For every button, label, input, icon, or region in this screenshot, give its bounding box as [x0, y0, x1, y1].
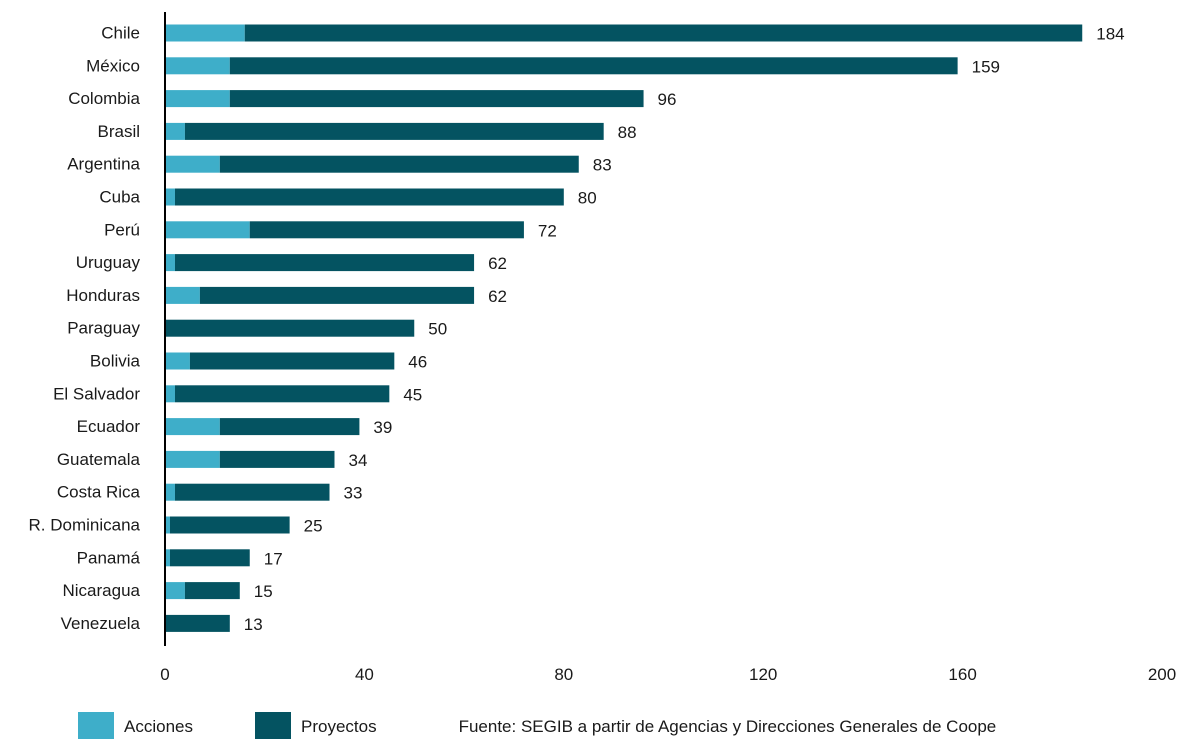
category-label-honduras: Honduras: [66, 286, 140, 305]
value-label-costa-rica: 33: [344, 484, 363, 503]
bar-acciones-colombia: [165, 90, 230, 108]
legend-swatch-proyectos: [254, 712, 291, 739]
x-tick-label-160: 160: [948, 665, 976, 684]
bar-acciones-nicaragua: [165, 582, 185, 600]
bar-acciones-el-salvador: [165, 385, 175, 403]
legend-label-acciones: Acciones: [124, 717, 193, 736]
bar-proyectos-panama: [169, 549, 250, 567]
bar-proyectos-brasil: [184, 122, 604, 140]
category-label-colombia: Colombia: [68, 89, 140, 108]
value-label-uruguay: 62: [488, 254, 507, 273]
bar-acciones-uruguay: [165, 254, 175, 272]
x-tick-label-80: 80: [554, 665, 573, 684]
value-label-cuba: 80: [578, 189, 597, 208]
bar-proyectos-venezuela: [165, 614, 230, 632]
value-label-mexico: 159: [972, 57, 1000, 76]
category-label-cuba: Cuba: [99, 188, 140, 207]
category-label-nicaragua: Nicaragua: [63, 581, 141, 600]
bar-acciones-bolivia: [165, 352, 190, 370]
category-label-venezuela: Venezuela: [61, 614, 141, 633]
bar-acciones-mexico: [165, 57, 230, 75]
category-label-ecuador: Ecuador: [77, 417, 141, 436]
value-label-chile: 184: [1096, 25, 1124, 44]
bar-acciones-chile: [165, 24, 245, 42]
category-label-chile: Chile: [101, 24, 140, 43]
bar-acciones-r-dominicana: [165, 516, 170, 534]
bar-acciones-argentina: [165, 155, 220, 173]
value-label-guatemala: 34: [348, 451, 367, 470]
bar-proyectos-paraguay: [165, 319, 415, 337]
value-label-panama: 17: [264, 549, 283, 568]
bar-proyectos-cuba: [174, 188, 564, 206]
category-label-bolivia: Bolivia: [90, 352, 141, 371]
category-label-el-salvador: El Salvador: [53, 384, 140, 403]
bar-acciones-ecuador: [165, 418, 220, 436]
bar-acciones-cuba: [165, 188, 175, 206]
legend-swatch-acciones: [78, 712, 114, 739]
value-label-brasil: 88: [618, 123, 637, 142]
category-label-costa-rica: Costa Rica: [57, 483, 141, 502]
bar-proyectos-r-dominicana: [169, 516, 290, 534]
category-label-peru: Perú: [104, 220, 140, 239]
bar-chart-svg: Chile 184 México 159 Colombia 96 Brasil 88 Argen…: [29, 12, 1176, 684]
value-label-paraguay: 50: [428, 320, 447, 339]
value-label-venezuela: 13: [244, 615, 263, 634]
x-tick-label-120: 120: [749, 665, 777, 684]
bar-proyectos-mexico: [229, 57, 958, 75]
x-tick-label-40: 40: [355, 665, 374, 684]
bar-proyectos-chile: [244, 24, 1083, 42]
bar-proyectos-uruguay: [174, 254, 475, 272]
bar-acciones-peru: [165, 221, 250, 239]
bar-proyectos-colombia: [229, 90, 644, 108]
category-label-panama: Panamá: [77, 548, 141, 567]
bar-acciones-panama: [165, 549, 170, 567]
bar-proyectos-nicaragua: [184, 582, 240, 600]
category-label-guatemala: Guatemala: [57, 450, 141, 469]
legend-item-proyectos: Proyectos: [254, 712, 377, 742]
category-label-brasil: Brasil: [97, 122, 140, 141]
bar-proyectos-peru: [249, 221, 524, 239]
value-label-bolivia: 46: [408, 353, 427, 372]
category-label-uruguay: Uruguay: [76, 253, 141, 272]
value-label-argentina: 83: [593, 156, 612, 175]
value-label-colombia: 96: [658, 90, 677, 109]
x-tick-label-0: 0: [160, 665, 169, 684]
value-label-honduras: 62: [488, 287, 507, 306]
category-label-argentina: Argentina: [67, 155, 140, 174]
legend-item-acciones: Acciones: [78, 712, 193, 742]
bar-proyectos-bolivia: [189, 352, 395, 370]
bar-acciones-honduras: [165, 286, 200, 304]
bar-proyectos-argentina: [219, 155, 579, 173]
bar-proyectos-ecuador: [219, 418, 360, 436]
bar-acciones-brasil: [165, 122, 185, 140]
category-label-paraguay: Paraguay: [67, 319, 140, 338]
category-label-r-dominicana: R. Dominicana: [29, 516, 141, 535]
value-label-el-salvador: 45: [403, 385, 422, 404]
value-label-peru: 72: [538, 221, 557, 240]
bar-proyectos-costa-rica: [174, 483, 330, 501]
bar-acciones-costa-rica: [165, 483, 175, 501]
value-label-r-dominicana: 25: [304, 517, 323, 536]
value-label-nicaragua: 15: [254, 582, 273, 601]
bar-proyectos-honduras: [199, 286, 475, 304]
source-note: Fuente: SEGIB a partir de Agencias y Dir…: [458, 717, 997, 736]
legend-label-proyectos: Proyectos: [300, 717, 377, 736]
value-label-ecuador: 39: [373, 418, 392, 437]
bar-acciones-guatemala: [165, 450, 220, 468]
bar-proyectos-guatemala: [219, 450, 335, 468]
category-label-mexico: México: [86, 56, 140, 75]
x-tick-label-200: 200: [1148, 665, 1176, 684]
bar-proyectos-el-salvador: [174, 385, 390, 403]
legend: Acciones Proyectos Fuente: SEGIB a parti…: [78, 712, 996, 739]
